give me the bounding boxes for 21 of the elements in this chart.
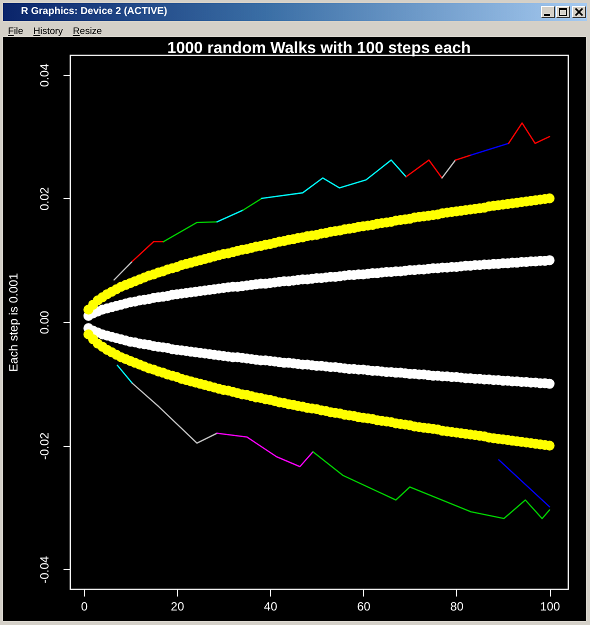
- text: R Graphics: Device 2 (ACTIVE): [21, 5, 168, 19]
- y-axis-title: Each step is 0.001: [6, 272, 20, 372]
- x-tick-label: 20: [170, 600, 184, 614]
- y-tick-label: -0.02: [38, 432, 52, 460]
- x-tick-label: 80: [450, 600, 464, 614]
- line-series: [132, 382, 218, 444]
- text: File: [8, 25, 24, 39]
- x-tick-label: 40: [264, 600, 278, 614]
- x-tick-label: 100: [540, 600, 560, 614]
- chart-title: 1000 random Walks with 100 steps each: [167, 40, 471, 57]
- y-tick-label: 0.02: [38, 186, 52, 211]
- y-tick-label: -0.04: [38, 556, 52, 584]
- x-tick-label: 60: [357, 600, 371, 614]
- y-tick-label: 0.00: [38, 310, 52, 334]
- text: Resize: [72, 25, 102, 39]
- text: History: [33, 25, 63, 39]
- x-tick-label: 0: [80, 600, 88, 614]
- line-series: [312, 451, 550, 520]
- line-series: [216, 432, 314, 468]
- y-tick-label: 0.04: [38, 63, 52, 87]
- line-series: [261, 159, 407, 200]
